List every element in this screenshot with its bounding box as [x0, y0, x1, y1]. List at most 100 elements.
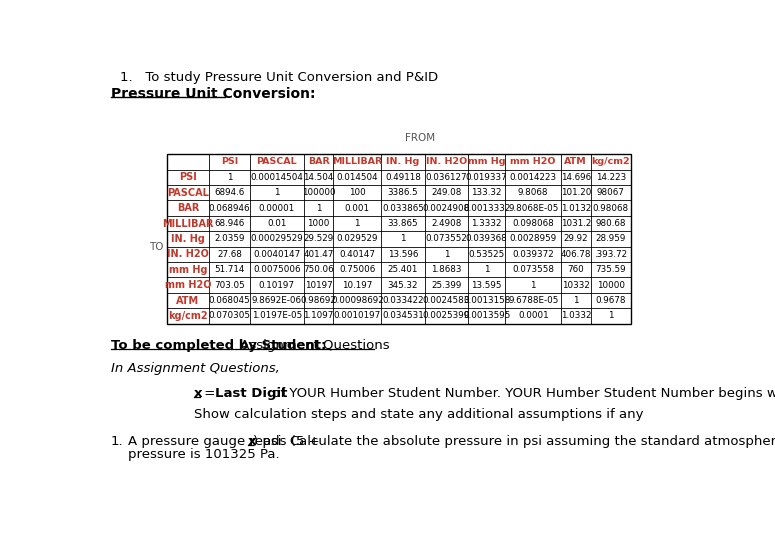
Text: MILLIBAR: MILLIBAR: [162, 219, 214, 229]
Text: In Assignment Questions,: In Assignment Questions,: [111, 362, 280, 375]
Text: 0.033865: 0.033865: [382, 204, 424, 213]
Text: 10.197: 10.197: [342, 281, 373, 290]
Text: 0.073552: 0.073552: [425, 234, 467, 243]
Text: 1: 1: [226, 173, 232, 182]
Text: 345.32: 345.32: [388, 281, 418, 290]
Text: 2.0359: 2.0359: [214, 234, 245, 243]
Text: 1: 1: [354, 219, 360, 228]
Text: 25.401: 25.401: [388, 265, 418, 274]
Text: 980.68: 980.68: [595, 219, 626, 228]
Text: 1: 1: [400, 234, 406, 243]
Text: =: =: [200, 387, 219, 400]
Text: 0.00001: 0.00001: [259, 204, 294, 213]
Text: FROM: FROM: [405, 134, 435, 143]
Text: 1.0197E-05: 1.0197E-05: [252, 311, 301, 320]
Text: 9.8068: 9.8068: [518, 188, 549, 197]
Text: 1.8683: 1.8683: [431, 265, 462, 274]
Text: 14.223: 14.223: [595, 173, 626, 182]
Text: ) psi. Calculate the absolute pressure in psi assuming the standard atmospheric: ) psi. Calculate the absolute pressure i…: [253, 434, 775, 448]
Text: 25.399: 25.399: [431, 281, 462, 290]
Text: 0.039372: 0.039372: [512, 250, 554, 259]
Text: 0.53525: 0.53525: [469, 250, 505, 259]
Text: 1: 1: [274, 188, 280, 197]
Text: 0.098068: 0.098068: [512, 219, 554, 228]
Text: IN. Hg: IN. Hg: [387, 157, 419, 166]
Text: 28.959: 28.959: [595, 234, 626, 243]
Text: 0.98692: 0.98692: [301, 296, 336, 305]
Text: 1: 1: [573, 296, 579, 305]
Text: kg/cm2: kg/cm2: [591, 157, 630, 166]
Text: 68.946: 68.946: [214, 219, 245, 228]
Text: 750.06: 750.06: [303, 265, 334, 274]
Text: 27.68: 27.68: [217, 250, 242, 259]
Text: 0.0001: 0.0001: [518, 311, 549, 320]
Text: 100: 100: [349, 188, 366, 197]
Text: 0.036127: 0.036127: [425, 173, 467, 182]
Text: mm H2O: mm H2O: [511, 157, 556, 166]
Text: 0.0028959: 0.0028959: [510, 234, 556, 243]
Text: BAR: BAR: [177, 203, 199, 213]
Text: 0.001: 0.001: [345, 204, 370, 213]
Text: 0.40147: 0.40147: [339, 250, 375, 259]
Text: 3386.5: 3386.5: [388, 188, 418, 197]
Text: BAR: BAR: [308, 157, 329, 166]
Text: IN. Hg: IN. Hg: [171, 234, 205, 244]
Text: 1: 1: [443, 250, 449, 259]
Text: 735.59: 735.59: [595, 265, 626, 274]
Text: 0.068045: 0.068045: [208, 296, 250, 305]
Text: 0.039368: 0.039368: [466, 234, 508, 243]
Text: 0.034531: 0.034531: [382, 311, 424, 320]
Text: 0.49118: 0.49118: [385, 173, 421, 182]
Text: 0.10197: 0.10197: [259, 281, 294, 290]
Text: 0.01: 0.01: [267, 219, 287, 228]
Text: To be completed by Student:: To be completed by Student:: [111, 339, 326, 352]
Text: PASCAL: PASCAL: [257, 157, 297, 166]
Text: 100000: 100000: [301, 188, 336, 197]
Text: 33.865: 33.865: [388, 219, 418, 228]
Text: kg/cm2: kg/cm2: [168, 311, 208, 321]
Text: 2.4908: 2.4908: [431, 219, 462, 228]
Text: x: x: [248, 434, 257, 448]
Text: mm Hg: mm Hg: [169, 265, 207, 275]
Text: 0.0013158: 0.0013158: [463, 296, 511, 305]
Text: 0.068946: 0.068946: [208, 204, 250, 213]
Text: 13.596: 13.596: [388, 250, 418, 259]
Text: .393.72: .393.72: [594, 250, 627, 259]
Text: 1.0332: 1.0332: [560, 311, 591, 320]
Text: 51.714: 51.714: [214, 265, 245, 274]
Text: 1000: 1000: [308, 219, 329, 228]
Text: 0.0040147: 0.0040147: [253, 250, 300, 259]
Text: 406.78: 406.78: [560, 250, 591, 259]
Text: 6894.6: 6894.6: [214, 188, 245, 197]
Text: 1.1097: 1.1097: [303, 311, 334, 320]
Text: 249.08: 249.08: [431, 188, 462, 197]
Text: 0.75006: 0.75006: [339, 265, 375, 274]
Text: 1: 1: [315, 204, 322, 213]
Text: pressure is 101325 Pa.: pressure is 101325 Pa.: [128, 448, 280, 460]
Text: 401.47: 401.47: [303, 250, 334, 259]
Text: Last Digit: Last Digit: [215, 387, 287, 400]
Text: 0.00098692: 0.00098692: [331, 296, 384, 305]
Text: 1031.2: 1031.2: [560, 219, 591, 228]
Text: 14.504: 14.504: [303, 173, 334, 182]
Text: 9.8692E-06: 9.8692E-06: [252, 296, 301, 305]
Text: 10197: 10197: [305, 281, 332, 290]
Text: Assignment Questions: Assignment Questions: [236, 339, 390, 352]
Text: 10332: 10332: [562, 281, 590, 290]
Text: 0.070305: 0.070305: [208, 311, 250, 320]
Text: 1: 1: [484, 265, 490, 274]
Text: 1.: 1.: [111, 434, 123, 448]
Text: 0.019337: 0.019337: [466, 173, 508, 182]
Text: x: x: [194, 387, 202, 400]
Text: mm Hg: mm Hg: [468, 157, 505, 166]
Text: 29.92: 29.92: [563, 234, 588, 243]
Bar: [167, 154, 631, 324]
Text: 14.696: 14.696: [561, 173, 591, 182]
Text: IN. H2O: IN. H2O: [425, 157, 467, 166]
Text: 760: 760: [567, 265, 584, 274]
Text: 9.6788E-05: 9.6788E-05: [508, 296, 558, 305]
Text: 0.0024908: 0.0024908: [423, 204, 470, 213]
Text: 1.3332: 1.3332: [471, 219, 502, 228]
Text: 0.00014504: 0.00014504: [250, 173, 303, 182]
Text: 101.20: 101.20: [560, 188, 591, 197]
